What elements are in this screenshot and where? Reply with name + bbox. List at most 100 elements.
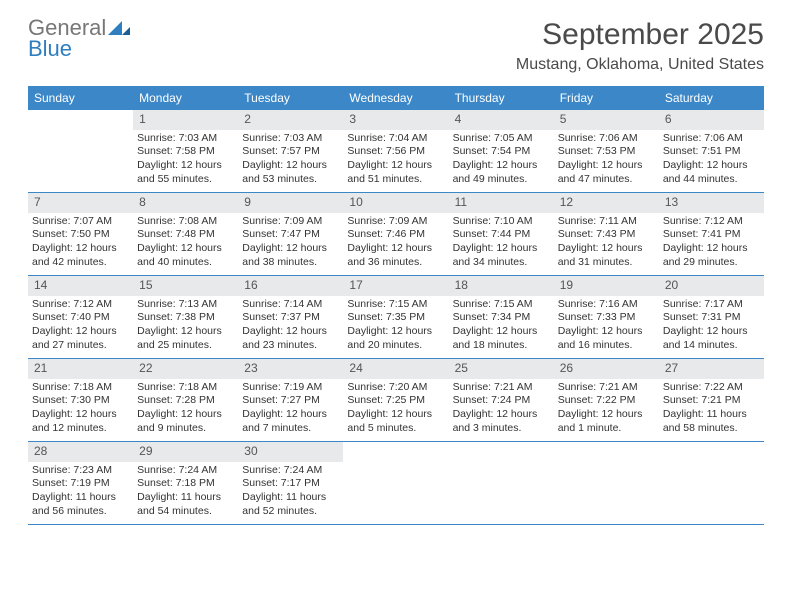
sunrise-text: Sunrise: 7:14 AM (242, 298, 339, 312)
day-cell: 10Sunrise: 7:09 AMSunset: 7:46 PMDayligh… (343, 193, 448, 275)
day-number: 29 (133, 442, 238, 462)
daylight-text: Daylight: 12 hours and 25 minutes. (137, 325, 234, 352)
week-row: 14Sunrise: 7:12 AMSunset: 7:40 PMDayligh… (28, 276, 764, 359)
sunset-text: Sunset: 7:25 PM (347, 394, 444, 408)
week-row: 21Sunrise: 7:18 AMSunset: 7:30 PMDayligh… (28, 359, 764, 442)
sunset-text: Sunset: 7:34 PM (453, 311, 550, 325)
day-cell: 21Sunrise: 7:18 AMSunset: 7:30 PMDayligh… (28, 359, 133, 441)
day-number: 11 (449, 193, 554, 213)
day-body: Sunrise: 7:09 AMSunset: 7:47 PMDaylight:… (238, 215, 343, 274)
day-cell: 27Sunrise: 7:22 AMSunset: 7:21 PMDayligh… (659, 359, 764, 441)
logo-mark-icon (108, 15, 130, 40)
sunset-text: Sunset: 7:37 PM (242, 311, 339, 325)
daylight-text: Daylight: 12 hours and 55 minutes. (137, 159, 234, 186)
sunrise-text: Sunrise: 7:10 AM (453, 215, 550, 229)
daylight-text: Daylight: 12 hours and 12 minutes. (32, 408, 129, 435)
sunrise-text: Sunrise: 7:09 AM (347, 215, 444, 229)
sunrise-text: Sunrise: 7:18 AM (32, 381, 129, 395)
day-number: 12 (554, 193, 659, 213)
day-number: 17 (343, 276, 448, 296)
day-body: Sunrise: 7:18 AMSunset: 7:30 PMDaylight:… (28, 381, 133, 440)
sunset-text: Sunset: 7:50 PM (32, 228, 129, 242)
day-body: Sunrise: 7:15 AMSunset: 7:35 PMDaylight:… (343, 298, 448, 357)
weekday-header-row: Sunday Monday Tuesday Wednesday Thursday… (28, 86, 764, 110)
daylight-text: Daylight: 12 hours and 49 minutes. (453, 159, 550, 186)
day-number: 1 (133, 110, 238, 130)
weekday-header: Friday (554, 86, 659, 110)
daylight-text: Daylight: 12 hours and 1 minute. (558, 408, 655, 435)
sunrise-text: Sunrise: 7:21 AM (558, 381, 655, 395)
sunset-text: Sunset: 7:21 PM (663, 394, 760, 408)
month-title: September 2025 (516, 18, 764, 52)
day-number: 5 (554, 110, 659, 130)
sunrise-text: Sunrise: 7:18 AM (137, 381, 234, 395)
day-number: 2 (238, 110, 343, 130)
daylight-text: Daylight: 12 hours and 18 minutes. (453, 325, 550, 352)
day-number: 21 (28, 359, 133, 379)
day-number: 24 (343, 359, 448, 379)
day-number: 23 (238, 359, 343, 379)
sunset-text: Sunset: 7:24 PM (453, 394, 550, 408)
day-body: Sunrise: 7:16 AMSunset: 7:33 PMDaylight:… (554, 298, 659, 357)
day-body: Sunrise: 7:22 AMSunset: 7:21 PMDaylight:… (659, 381, 764, 440)
day-cell: 11Sunrise: 7:10 AMSunset: 7:44 PMDayligh… (449, 193, 554, 275)
sunrise-text: Sunrise: 7:23 AM (32, 464, 129, 478)
day-body: Sunrise: 7:11 AMSunset: 7:43 PMDaylight:… (554, 215, 659, 274)
day-body: Sunrise: 7:21 AMSunset: 7:22 PMDaylight:… (554, 381, 659, 440)
day-number: 25 (449, 359, 554, 379)
day-cell: 18Sunrise: 7:15 AMSunset: 7:34 PMDayligh… (449, 276, 554, 358)
week-row: 7Sunrise: 7:07 AMSunset: 7:50 PMDaylight… (28, 193, 764, 276)
daylight-text: Daylight: 12 hours and 5 minutes. (347, 408, 444, 435)
sunrise-text: Sunrise: 7:13 AM (137, 298, 234, 312)
day-cell: 8Sunrise: 7:08 AMSunset: 7:48 PMDaylight… (133, 193, 238, 275)
sunset-text: Sunset: 7:43 PM (558, 228, 655, 242)
sunset-text: Sunset: 7:58 PM (137, 145, 234, 159)
day-cell: 14Sunrise: 7:12 AMSunset: 7:40 PMDayligh… (28, 276, 133, 358)
day-cell: 24Sunrise: 7:20 AMSunset: 7:25 PMDayligh… (343, 359, 448, 441)
day-body: Sunrise: 7:20 AMSunset: 7:25 PMDaylight:… (343, 381, 448, 440)
sunset-text: Sunset: 7:46 PM (347, 228, 444, 242)
day-number: 28 (28, 442, 133, 462)
day-cell: 4Sunrise: 7:05 AMSunset: 7:54 PMDaylight… (449, 110, 554, 192)
day-cell: 9Sunrise: 7:09 AMSunset: 7:47 PMDaylight… (238, 193, 343, 275)
daylight-text: Daylight: 12 hours and 42 minutes. (32, 242, 129, 269)
sunrise-text: Sunrise: 7:16 AM (558, 298, 655, 312)
day-number: 3 (343, 110, 448, 130)
day-number: 8 (133, 193, 238, 213)
daylight-text: Daylight: 11 hours and 54 minutes. (137, 491, 234, 518)
day-body: Sunrise: 7:08 AMSunset: 7:48 PMDaylight:… (133, 215, 238, 274)
daylight-text: Daylight: 12 hours and 29 minutes. (663, 242, 760, 269)
sunrise-text: Sunrise: 7:07 AM (32, 215, 129, 229)
sunrise-text: Sunrise: 7:12 AM (32, 298, 129, 312)
day-cell (343, 442, 448, 524)
day-body: Sunrise: 7:09 AMSunset: 7:46 PMDaylight:… (343, 215, 448, 274)
day-body: Sunrise: 7:17 AMSunset: 7:31 PMDaylight:… (659, 298, 764, 357)
sunset-text: Sunset: 7:18 PM (137, 477, 234, 491)
day-number: 27 (659, 359, 764, 379)
day-body: Sunrise: 7:10 AMSunset: 7:44 PMDaylight:… (449, 215, 554, 274)
day-body: Sunrise: 7:12 AMSunset: 7:40 PMDaylight:… (28, 298, 133, 357)
logo-text-blue: Blue (28, 36, 72, 61)
day-cell (449, 442, 554, 524)
day-body: Sunrise: 7:21 AMSunset: 7:24 PMDaylight:… (449, 381, 554, 440)
sunset-text: Sunset: 7:22 PM (558, 394, 655, 408)
day-number: 7 (28, 193, 133, 213)
day-cell (659, 442, 764, 524)
daylight-text: Daylight: 12 hours and 40 minutes. (137, 242, 234, 269)
sunset-text: Sunset: 7:56 PM (347, 145, 444, 159)
sunrise-text: Sunrise: 7:06 AM (663, 132, 760, 146)
sunset-text: Sunset: 7:51 PM (663, 145, 760, 159)
daylight-text: Daylight: 12 hours and 51 minutes. (347, 159, 444, 186)
sunrise-text: Sunrise: 7:03 AM (137, 132, 234, 146)
day-cell: 5Sunrise: 7:06 AMSunset: 7:53 PMDaylight… (554, 110, 659, 192)
day-body: Sunrise: 7:24 AMSunset: 7:18 PMDaylight:… (133, 464, 238, 523)
sunset-text: Sunset: 7:57 PM (242, 145, 339, 159)
sunset-text: Sunset: 7:31 PM (663, 311, 760, 325)
daylight-text: Daylight: 12 hours and 16 minutes. (558, 325, 655, 352)
day-body: Sunrise: 7:07 AMSunset: 7:50 PMDaylight:… (28, 215, 133, 274)
daylight-text: Daylight: 12 hours and 9 minutes. (137, 408, 234, 435)
title-block: September 2025 Mustang, Oklahoma, United… (516, 18, 764, 74)
day-number: 15 (133, 276, 238, 296)
day-body: Sunrise: 7:18 AMSunset: 7:28 PMDaylight:… (133, 381, 238, 440)
day-cell: 16Sunrise: 7:14 AMSunset: 7:37 PMDayligh… (238, 276, 343, 358)
